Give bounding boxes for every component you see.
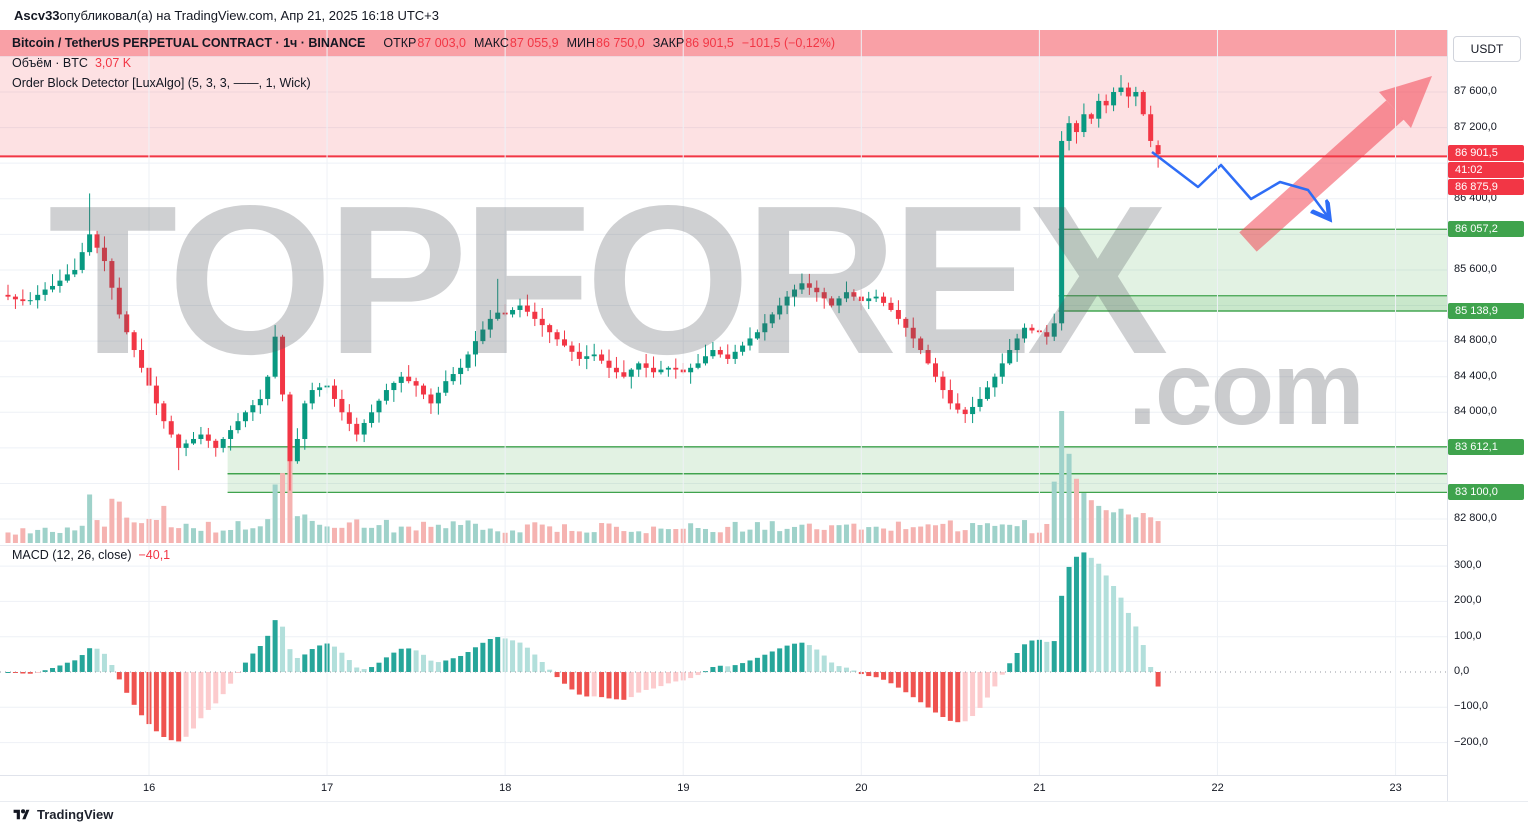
open-label: ОТКР <box>383 36 417 50</box>
symbol-title[interactable]: Bitcoin / TetherUS PERPETUAL CONTRACT · … <box>12 36 366 50</box>
price-axis-label: 87 200,0 <box>1454 120 1497 133</box>
time-axis-label: 17 <box>321 782 334 794</box>
change-value: −101,5 (−0,12%) <box>741 36 836 50</box>
price-axis-label: 85 600,0 <box>1454 262 1497 275</box>
time-axis-label: 19 <box>677 782 690 794</box>
macd-axis-label: 200,0 <box>1454 594 1482 607</box>
price-axis[interactable]: 87 600,0 87 200,0 86 400,0 85 600,0 84 800,0… <box>1447 0 1528 801</box>
high-label: МАКС <box>474 36 509 50</box>
macd-value: −40,1 <box>138 548 171 562</box>
macd-axis-label: 100,0 <box>1454 629 1482 642</box>
price-axis-label: 82 800,0 <box>1454 512 1497 525</box>
price-badge-red: 86 901,5 <box>1448 145 1524 162</box>
time-axis-label: 16 <box>142 782 156 794</box>
time-axis-label: 20 <box>855 782 868 794</box>
price-badge-red: 86 875,9 <box>1448 179 1524 196</box>
time-axis[interactable]: 16 17 18 19 20 21 22 23 <box>0 775 1447 801</box>
time-axis-label: 23 <box>1389 782 1402 794</box>
close-label: ЗАКР <box>652 36 685 50</box>
volume-label: Объём · BTC <box>12 56 88 70</box>
indicator-title: Order Block Detector [LuxAlgo] (5, 3, 3,… <box>12 76 311 90</box>
low-value: 86 750,0 <box>596 36 645 50</box>
symbol-legend-row[interactable]: Bitcoin / TetherUS PERPETUAL CONTRACT · … <box>12 34 835 53</box>
zone-level-badge: 83 612,1 <box>1448 438 1524 455</box>
chart-legend: Bitcoin / TetherUS PERPETUAL CONTRACT · … <box>12 34 835 94</box>
macd-axis-label: −200,0 <box>1454 735 1488 748</box>
price-axis-label: 84 400,0 <box>1454 369 1497 382</box>
zone-level-badge: 83 100,0 <box>1448 484 1524 501</box>
price-axis-label: 84 800,0 <box>1454 334 1497 347</box>
publisher-username[interactable]: Ascv33 <box>14 7 60 23</box>
macd-axis-label: −100,0 <box>1454 700 1488 713</box>
indicator-legend-row[interactable]: Order Block Detector [LuxAlgo] (5, 3, 3,… <box>12 74 835 93</box>
price-axis-label: 87 600,0 <box>1454 85 1497 97</box>
publish-bar: Ascv33 опубликовал(а) на TradingView.com… <box>0 0 1528 30</box>
price-axis-separator <box>1447 30 1448 801</box>
publish-info-text: опубликовал(а) на TradingView.com, Апр 2… <box>59 7 439 23</box>
pane-separator[interactable] <box>0 545 1447 546</box>
low-label: МИН <box>566 36 596 50</box>
volume-legend-row[interactable]: Объём · BTC 3,07 K <box>12 54 835 73</box>
macd-title: MACD (12, 26, close) <box>12 548 132 562</box>
price-axis-label: 84 000,0 <box>1454 405 1497 418</box>
volume-value: 3,07 K <box>94 56 132 70</box>
high-value: 87 055,9 <box>509 36 559 50</box>
macd-legend-row[interactable]: MACD (12, 26, close) −40,1 <box>12 548 170 562</box>
zone-level-badge: 85 138,9 <box>1448 302 1524 319</box>
time-axis-label: 18 <box>499 782 512 794</box>
open-value: 87 003,0 <box>417 36 466 50</box>
time-axis-label: 21 <box>1033 782 1046 794</box>
currency-button[interactable]: USDT <box>1453 36 1521 62</box>
macd-axis-label: 0,0 <box>1454 665 1470 677</box>
bottom-bar: TradingView <box>0 801 1528 827</box>
close-value: 86 901,5 <box>685 36 734 50</box>
time-axis-label: 22 <box>1211 782 1224 794</box>
zone-level-badge: 86 057,2 <box>1448 221 1524 238</box>
price-badge-red: 41:02 <box>1448 162 1524 179</box>
macd-axis-label: 300,0 <box>1454 559 1482 572</box>
tradingview-logo-icon[interactable] <box>12 805 31 824</box>
tradingview-logo-text[interactable]: TradingView <box>37 807 114 822</box>
